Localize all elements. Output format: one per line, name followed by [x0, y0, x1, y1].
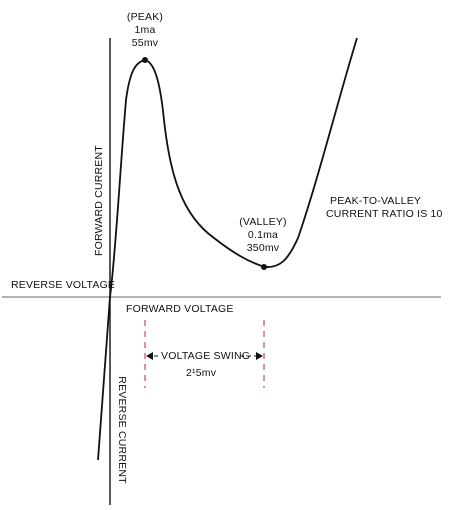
valley-title: (VALLEY): [239, 216, 287, 228]
valley-voltage: 350mv: [246, 242, 280, 254]
ratio-note: PEAK-TO-VALLEY CURRENT RATIO IS 10: [326, 195, 443, 221]
swing-arrowhead-left: [146, 352, 153, 360]
forward-voltage-label: FORWARD VOLTAGE: [126, 303, 234, 315]
peak-label: (PEAK) 1ma 55mv: [118, 11, 172, 50]
swing-arrowhead-right: [256, 352, 263, 360]
voltage-swing-value: 2¹5mv: [186, 367, 217, 379]
ratio-line-1: PEAK-TO-VALLEY: [330, 195, 422, 207]
reverse-voltage-label: REVERSE VOLTAGE: [11, 279, 116, 291]
valley-current: 0.1ma: [247, 229, 279, 241]
peak-point: [142, 57, 148, 63]
peak-voltage: 55mv: [131, 37, 159, 49]
forward-current-label: FORWARD CURRENT: [93, 145, 105, 256]
peak-current: 1ma: [134, 24, 156, 36]
peak-title: (PEAK): [126, 11, 164, 23]
voltage-swing-label: VOLTAGE SWING: [161, 350, 251, 362]
ratio-line-2: CURRENT RATIO IS 10: [326, 208, 443, 220]
valley-point: [261, 264, 267, 270]
reverse-current-label: REVERSE CURRENT: [116, 376, 128, 484]
valley-label: (VALLEY) 0.1ma 350mv: [232, 216, 294, 255]
characteristic-curve: [97, 37, 358, 461]
